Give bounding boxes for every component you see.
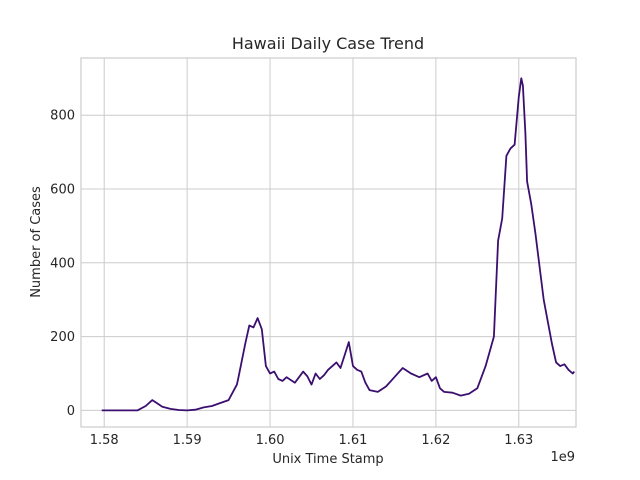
x-tick-label: 1.60: [256, 433, 285, 448]
chart-title: Hawaii Daily Case Trend: [232, 34, 424, 53]
x-axis-ticks: 1.58 1.59 1.60 1.61 1.62 1.63: [90, 433, 534, 448]
x-tick-label: 1.59: [173, 433, 202, 448]
y-tick-label: 600: [50, 182, 75, 197]
y-axis-label: Number of Cases: [29, 186, 44, 298]
x-tick-label: 1.58: [90, 433, 119, 448]
x-axis-label: Unix Time Stamp: [272, 452, 383, 467]
x-axis-offset-label: 1e9: [550, 450, 575, 465]
series-line: [101, 77, 575, 412]
y-tick-label: 400: [50, 256, 75, 271]
series-layer: [101, 77, 575, 412]
gridlines: [81, 58, 576, 427]
y-tick-label: 200: [50, 330, 75, 345]
x-tick-label: 1.63: [504, 433, 533, 448]
plot-frame: [80, 57, 577, 428]
y-tick-label: 800: [50, 109, 75, 124]
x-tick-label: 1.62: [421, 433, 450, 448]
y-axis-ticks: 0 200 400 600 800: [50, 109, 75, 419]
y-tick-label: 0: [67, 404, 75, 419]
x-tick-label: 1.61: [338, 433, 367, 448]
